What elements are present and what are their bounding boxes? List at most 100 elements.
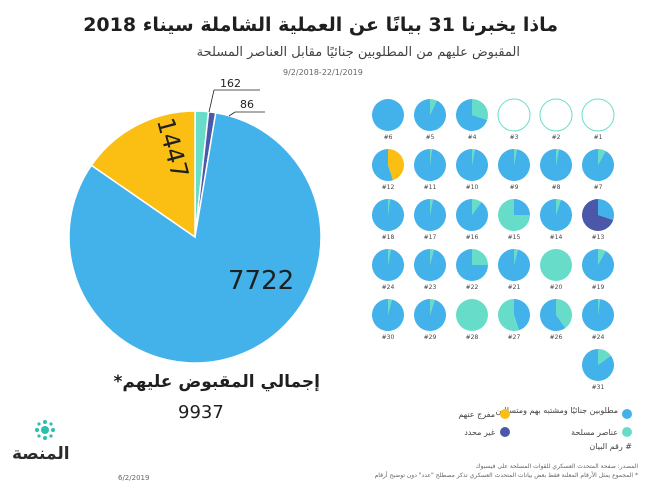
statement-number-label: #2 [551,134,561,141]
statement-number-label: #24 [591,334,605,341]
small-pie-slice-armed [472,149,475,165]
small-pie-armed [540,249,572,281]
small-pie-slice-armed [430,149,433,165]
legend-undefined-label: غير محدد [464,428,495,437]
statement-number-label: #21 [507,284,521,291]
small-pie-slice-armed [430,199,433,215]
small-pie-slice-wanted [539,299,566,331]
logo-icon [35,420,55,440]
small-pie-slice-armed [430,299,435,315]
small-pie-slice-armed [598,249,606,265]
statement-number-label: #15 [507,234,521,241]
leader-line-162 [208,89,215,113]
small-pie-slice-armed [388,299,392,315]
source-line-2: * المجموع يمثل الأرقام المعلنة فقط بعض ب… [374,472,638,479]
small-pie-slice-wanted [456,249,488,281]
small-pie-slice-armed [388,249,391,265]
small-pie-slice-wanted [582,249,614,281]
leader-lines [208,89,265,117]
small-pie-slice-armed [598,149,606,165]
small-pie-slice-wanted [372,199,405,231]
small-pie-slice-armed [498,299,519,332]
legend-dot-released [500,409,510,419]
statement-number-label: #30 [381,334,395,341]
small-pie-slice-wanted [414,99,447,131]
statement-number-label: #13 [591,234,605,241]
statement-number-label: #6 [383,134,393,141]
label-undefined-total: 86 [240,98,254,111]
statement-number-label: #10 [465,184,479,191]
small-pie-empty [581,98,615,132]
small-pie-armed [456,299,488,331]
statement-number-label: #7 [593,184,603,191]
statement-number-label: #18 [381,234,395,241]
statement-number-label: #23 [423,284,437,291]
legend-released-label: مفرج عنهم [458,410,495,419]
statement-number-label: #3 [509,134,519,141]
small-pie-slice-wanted [455,199,489,231]
small-pie-slice-wanted [540,199,573,231]
legend-dot-wanted [622,409,632,419]
small-pie-slice-armed [514,249,518,265]
statement-number-label: #14 [549,234,563,241]
statement-pie-grid [372,98,615,381]
statement-number-label: #9 [509,184,519,191]
statement-number-label: #28 [465,334,479,341]
logo-text: المنصة [12,444,70,464]
small-pie-slice-armed [430,249,434,265]
legend-dot-undefined [500,427,510,437]
statement-number-label: #8 [551,184,561,191]
pie-slice-released [90,110,196,239]
small-pie-slice-wanted [514,299,531,331]
statement-number-label: #4 [467,134,477,141]
source-note: المصدر: صفحة المتحدث العسكري للقوات المس… [318,462,638,480]
small-pie-slice-wanted [413,249,446,281]
small-pie-slice-armed [498,199,530,231]
statement-number-label: #12 [381,184,395,191]
statement-number-label: #1 [593,134,603,141]
label-armed-total: 162 [220,77,241,90]
small-pie-slice-armed [556,299,573,328]
statement-number-label: #16 [465,234,479,241]
leader-line-86 [228,111,236,117]
small-pie-slice-undefined [582,199,614,231]
label-wanted-total: 7722 [228,266,295,296]
small-pie-slice-armed [472,199,482,215]
small-pie-slice-armed [472,249,488,265]
chart-subtitle: المقبوض عليهم من المطلوبين جنائيًا مقابل… [196,45,520,60]
statement-number-label: #31 [591,384,605,391]
small-pie-slice-wanted [598,199,614,220]
small-pie-slice-armed [430,99,437,115]
statement-number-label: #27 [507,334,521,341]
small-pie-slice-armed [598,349,611,365]
small-pie-slice-armed [556,149,559,165]
date-range: 9/2/2018-22/1/2019 [283,68,363,77]
small-pie-slice-wanted [414,149,447,181]
statement-number-label: #29 [423,334,437,341]
small-pie-slice-wanted [582,299,615,331]
legend-wanted-label: مطلوبين جنائيًا ومشتبه بهم ومتسللين [495,406,618,415]
small-pie-slice-wanted [514,199,530,215]
statement-number-label: #22 [465,284,479,291]
small-pie-empty [539,98,573,132]
statement-number-label: #11 [423,184,437,191]
small-pie-slice-wanted [540,149,573,181]
legend-number-label: # رقم البيان [589,442,632,451]
small-pie-slice-wanted [582,349,615,381]
statement-number-label: #17 [423,234,437,241]
statement-number-label: #24 [381,284,395,291]
small-pie-slice-armed [556,199,561,215]
statement-number-label: #5 [425,134,435,141]
small-pie-slice-wanted [582,149,614,181]
small-pie-slice-wanted [498,249,530,281]
statement-number-label: #26 [549,334,563,341]
small-pie-slice-armed [472,99,488,120]
statement-number-label: #19 [591,284,605,291]
small-pie-slice-wanted [456,149,489,181]
small-pie-slice-wanted [414,299,447,331]
total-value: 9937 [178,402,224,423]
small-pie-slice-wanted [414,199,447,231]
small-pie-slice-wanted [456,99,488,131]
footer-date: 6/2/2019 [118,474,150,482]
